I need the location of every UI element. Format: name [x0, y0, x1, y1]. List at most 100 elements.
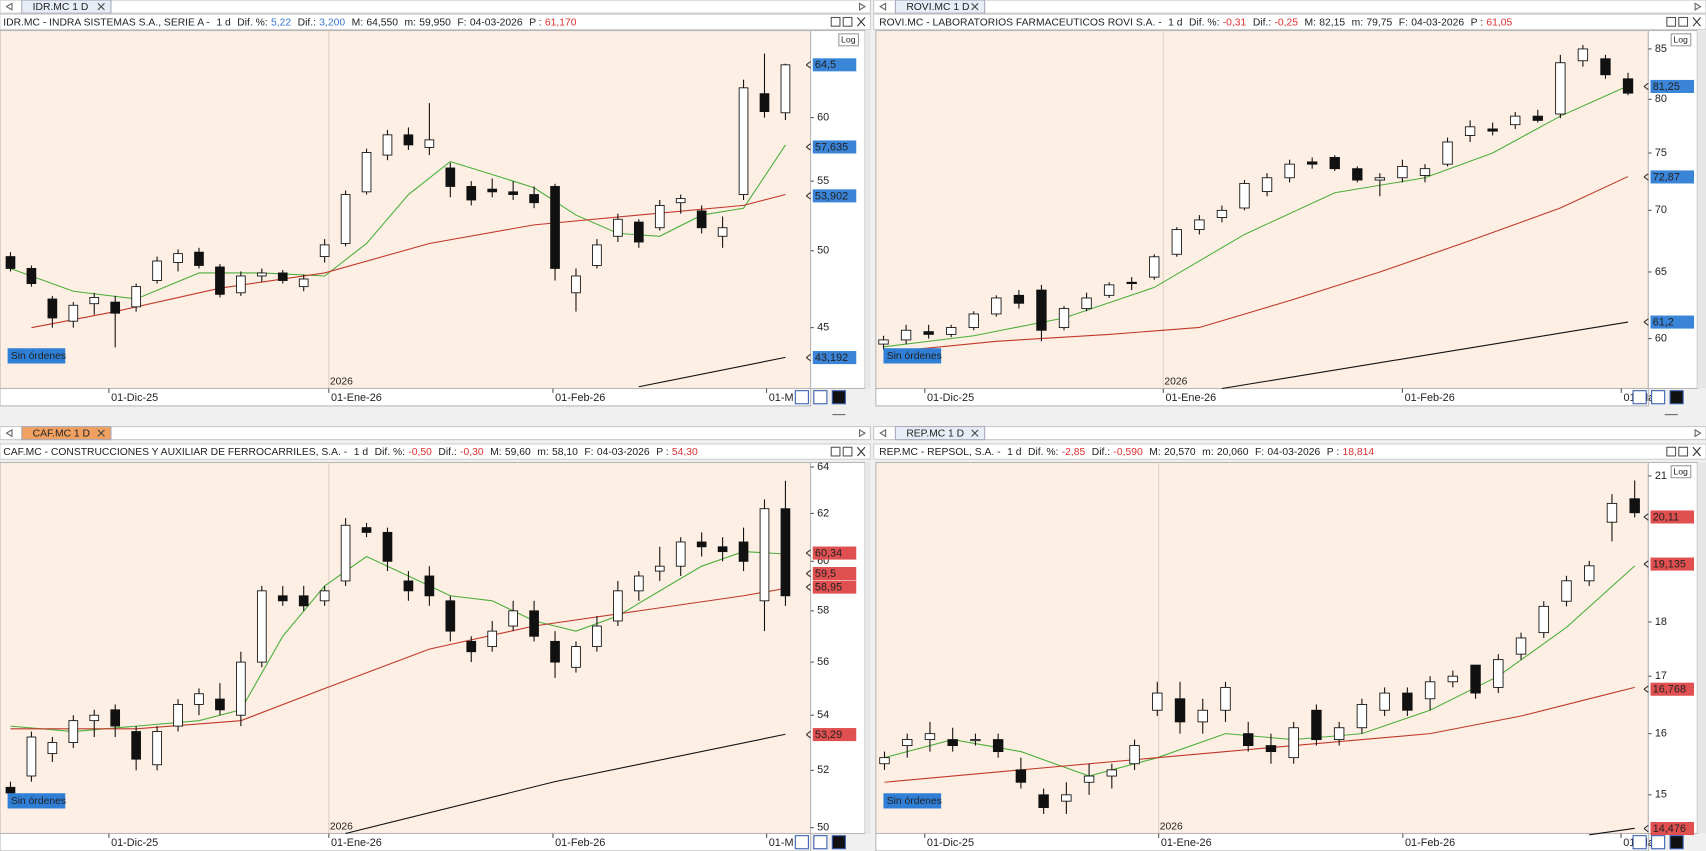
toolbar-icon[interactable]	[831, 835, 846, 850]
tab-close-icon[interactable]	[97, 2, 105, 11]
price-label: 64,5	[815, 59, 836, 71]
toolbar-icon[interactable]	[1669, 390, 1684, 405]
orders-button[interactable]	[7, 793, 66, 809]
log-button[interactable]	[1670, 33, 1692, 47]
window-close[interactable]	[856, 446, 866, 457]
toolbar-icon[interactable]	[1651, 390, 1666, 405]
toolbar-icon[interactable]	[1651, 835, 1666, 850]
window-close[interactable]	[1692, 446, 1701, 457]
tab-close-icon[interactable]	[971, 429, 979, 437]
log-button[interactable]	[838, 33, 859, 47]
window-close[interactable]	[1692, 17, 1701, 27]
toolbar-icon[interactable]	[1632, 835, 1647, 850]
price-pointer	[805, 353, 811, 362]
window-button[interactable]	[830, 446, 841, 457]
window-button[interactable]	[842, 446, 853, 457]
y-tick-label: 18	[1655, 616, 1667, 628]
price-label-box	[812, 140, 857, 154]
field-label: P :	[1471, 17, 1483, 28]
orders-button[interactable]	[883, 793, 942, 809]
window-button[interactable]	[1678, 16, 1689, 27]
y-tick-label: 70	[1655, 204, 1667, 216]
window-button[interactable]	[1678, 446, 1689, 457]
y-tick-label: 52	[817, 764, 829, 776]
candle-body	[924, 733, 936, 741]
candle-body	[1038, 794, 1049, 808]
candle-body	[298, 595, 309, 607]
price-label-box	[1650, 557, 1695, 571]
candle-body	[508, 610, 518, 627]
tab[interactable]	[21, 426, 112, 441]
field-value: -0,50	[408, 447, 432, 458]
chart-panel: ROVI.MC 1 D ROVI.MC - LABORATORIOS FARMAC…	[873, 0, 1706, 416]
toolbar-icon[interactable]	[794, 835, 809, 850]
candle-body	[1311, 709, 1322, 741]
orders-button[interactable]	[7, 348, 66, 364]
candle-body	[1013, 294, 1025, 304]
candle-body	[1600, 58, 1611, 76]
tab[interactable]	[894, 0, 986, 14]
toolbar-icon[interactable]	[831, 390, 846, 405]
toolbar-icon[interactable]	[1632, 390, 1647, 405]
tab-close-icon[interactable]	[971, 2, 979, 11]
window-button[interactable]	[842, 16, 853, 27]
candle-body	[445, 600, 456, 632]
tab-close-icon[interactable]	[97, 429, 105, 437]
field-label: M:	[490, 447, 501, 458]
candle-body	[633, 575, 644, 592]
log-button-label[interactable]: Log	[841, 35, 856, 45]
field-label: Dif.:	[1092, 447, 1110, 458]
symbol-title: CAF.MC - CONSTRUCCIONES Y AUXILIAR DE FE…	[3, 447, 347, 458]
candle-body	[173, 704, 183, 727]
header-bar	[873, 13, 1706, 31]
window-button[interactable]	[830, 16, 841, 27]
window-close[interactable]	[856, 17, 866, 27]
toolbar-icon[interactable]	[813, 390, 828, 405]
orders-button-label[interactable]: Sin órdenes	[11, 796, 66, 807]
candle-body	[173, 253, 183, 263]
tab-label[interactable]: CAF.MC 1 D	[33, 428, 90, 439]
header-bar	[0, 13, 871, 31]
log-button-label[interactable]: Log	[1673, 467, 1688, 477]
price-label: 20,11	[1653, 511, 1679, 523]
candle-body	[550, 186, 560, 269]
toolbar-icon[interactable]	[794, 390, 809, 405]
orders-button-label[interactable]: Sin órdenes	[887, 351, 942, 362]
candle-body	[1464, 126, 1476, 136]
window-button[interactable]	[1666, 16, 1677, 27]
candle-body	[1015, 769, 1027, 783]
x-tick-label: 01-Dic-25	[927, 837, 974, 849]
tab[interactable]	[21, 0, 112, 14]
candle-body	[529, 610, 539, 637]
candle-body	[508, 191, 518, 195]
tab-label[interactable]: IDR.MC 1 D	[33, 2, 89, 13]
candle-body	[1106, 769, 1118, 777]
y-tick-label: 56	[817, 656, 829, 668]
log-button[interactable]	[1670, 465, 1692, 479]
candle-body	[946, 327, 957, 335]
field-value: 5,22	[271, 17, 291, 28]
field-value: -0,25	[1274, 17, 1298, 28]
x-tick-label: 01-Ene-26	[1161, 837, 1212, 849]
window-button[interactable]	[1666, 446, 1677, 457]
tab[interactable]	[894, 426, 986, 441]
header-text: ROVI.MC - LABORATORIOS FARMACEUTICOS ROV…	[879, 17, 1512, 28]
field-label: P :	[656, 447, 668, 458]
field-label: m:	[405, 17, 416, 28]
candle-body	[992, 739, 1004, 753]
field-label: Dif. %:	[237, 17, 267, 28]
orders-button-label[interactable]: Sin órdenes	[887, 796, 942, 807]
orders-button-label[interactable]: Sin órdenes	[11, 351, 66, 362]
scrollbar	[864, 462, 871, 834]
toolbar-icon[interactable]	[813, 835, 828, 850]
tab-label[interactable]: ROVI.MC 1 D	[906, 2, 969, 13]
toolbar-icon[interactable]	[1669, 835, 1684, 850]
candle-body	[110, 301, 121, 314]
log-button-label[interactable]: Log	[1673, 35, 1688, 45]
field-label: Dif.:	[298, 17, 316, 28]
candle-body	[592, 625, 602, 647]
tab-bar	[0, 0, 871, 14]
orders-button[interactable]	[883, 348, 942, 364]
field-label: M:	[352, 17, 363, 28]
tab-label[interactable]: REP.MC 1 D	[906, 428, 964, 439]
